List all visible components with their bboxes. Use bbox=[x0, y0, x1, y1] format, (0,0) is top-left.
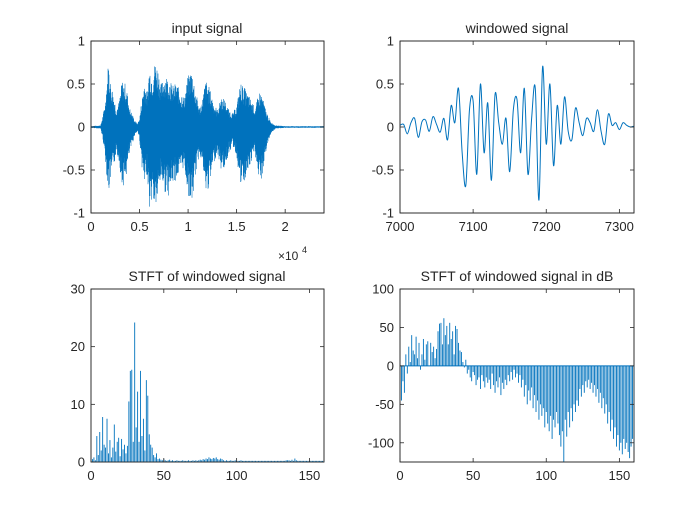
input-signal-axes: input signal -1 -0.5 0 0.5 1 0 0.5 1 1.5 2 ×10 4 bbox=[63, 20, 325, 263]
x-tick-label: 150 bbox=[609, 468, 631, 483]
y-tick-label: -1 bbox=[73, 206, 85, 221]
x-tick-label: 7300 bbox=[605, 219, 634, 234]
input-signal-x-exponent-label: ×10 bbox=[278, 249, 299, 263]
x-tick-label: 50 bbox=[466, 468, 480, 483]
y-tick-label: -0.5 bbox=[372, 163, 394, 178]
x-tick-label: 7000 bbox=[386, 219, 415, 234]
y-tick-label: 0.5 bbox=[67, 77, 85, 92]
stft-x-ticks: 0 50 100 150 bbox=[87, 289, 320, 483]
axes-frame bbox=[399, 288, 635, 463]
stft-axes: STFT of windowed signal 0 10 20 30 0 50 100 15… bbox=[71, 268, 325, 483]
y-tick-label: 0 bbox=[78, 120, 85, 135]
y-tick-label: 20 bbox=[71, 339, 85, 354]
x-tick-label: 0.5 bbox=[131, 219, 149, 234]
x-tick-label: 7200 bbox=[532, 219, 561, 234]
y-tick-label: 0 bbox=[387, 120, 394, 135]
y-tick-label: 1 bbox=[78, 34, 85, 49]
x-tick-label: 100 bbox=[226, 468, 248, 483]
stft-title: STFT of windowed signal bbox=[129, 268, 286, 284]
windowed-signal-marks bbox=[399, 66, 635, 201]
y-tick-label: 0 bbox=[387, 358, 394, 373]
x-tick-label: 150 bbox=[299, 468, 321, 483]
x-tick-label: 0 bbox=[396, 468, 403, 483]
y-tick-label: 50 bbox=[380, 320, 394, 335]
windowed-signal-line bbox=[399, 66, 635, 201]
input-signal-title: input signal bbox=[172, 20, 243, 36]
x-tick-label: 2 bbox=[282, 219, 289, 234]
x-tick-label: 50 bbox=[157, 468, 171, 483]
input-signal-y-ticks: -1 -0.5 0 0.5 1 bbox=[63, 34, 324, 221]
windowed-signal-x-ticks: 7000 7100 7200 7300 bbox=[386, 41, 634, 234]
y-tick-label: -100 bbox=[368, 435, 394, 450]
y-tick-label: -50 bbox=[375, 397, 394, 412]
stft-db-marks bbox=[400, 318, 635, 462]
input-signal-x-exponent-power: 4 bbox=[302, 245, 307, 255]
axes-frame bbox=[90, 288, 325, 463]
axes-frame bbox=[90, 40, 325, 214]
y-tick-label: 100 bbox=[372, 282, 394, 297]
windowed-signal-title: windowed signal bbox=[465, 20, 569, 36]
stft-db-title: STFT of windowed signal in dB bbox=[421, 268, 614, 284]
y-tick-label: -1 bbox=[382, 206, 394, 221]
axes-frame bbox=[399, 40, 635, 214]
x-tick-label: 1.5 bbox=[228, 219, 246, 234]
y-tick-label: -0.5 bbox=[63, 163, 85, 178]
x-tick-label: 100 bbox=[535, 468, 557, 483]
windowed-signal-plot-area bbox=[399, 40, 635, 214]
x-tick-label: 0 bbox=[87, 219, 94, 234]
y-tick-label: 10 bbox=[71, 397, 85, 412]
y-tick-label: 0 bbox=[78, 455, 85, 470]
x-tick-label: 1 bbox=[184, 219, 191, 234]
stft-db-y-ticks: -100 -50 0 50 100 bbox=[368, 282, 634, 450]
y-tick-label: 30 bbox=[71, 282, 85, 297]
y-tick-label: 0.5 bbox=[376, 77, 394, 92]
stft-db-axes: STFT of windowed signal in dB -100 -50 0 50… bbox=[368, 268, 635, 483]
stft-y-ticks: 0 10 20 30 bbox=[71, 282, 324, 470]
y-tick-label: 1 bbox=[387, 34, 394, 49]
stft-plot-area bbox=[90, 288, 325, 463]
windowed-signal-axes: windowed signal -1 -0.5 0 0.5 1 7000 7100 7200… bbox=[372, 20, 635, 234]
x-tick-label: 7100 bbox=[459, 219, 488, 234]
x-tick-label: 0 bbox=[87, 468, 94, 483]
